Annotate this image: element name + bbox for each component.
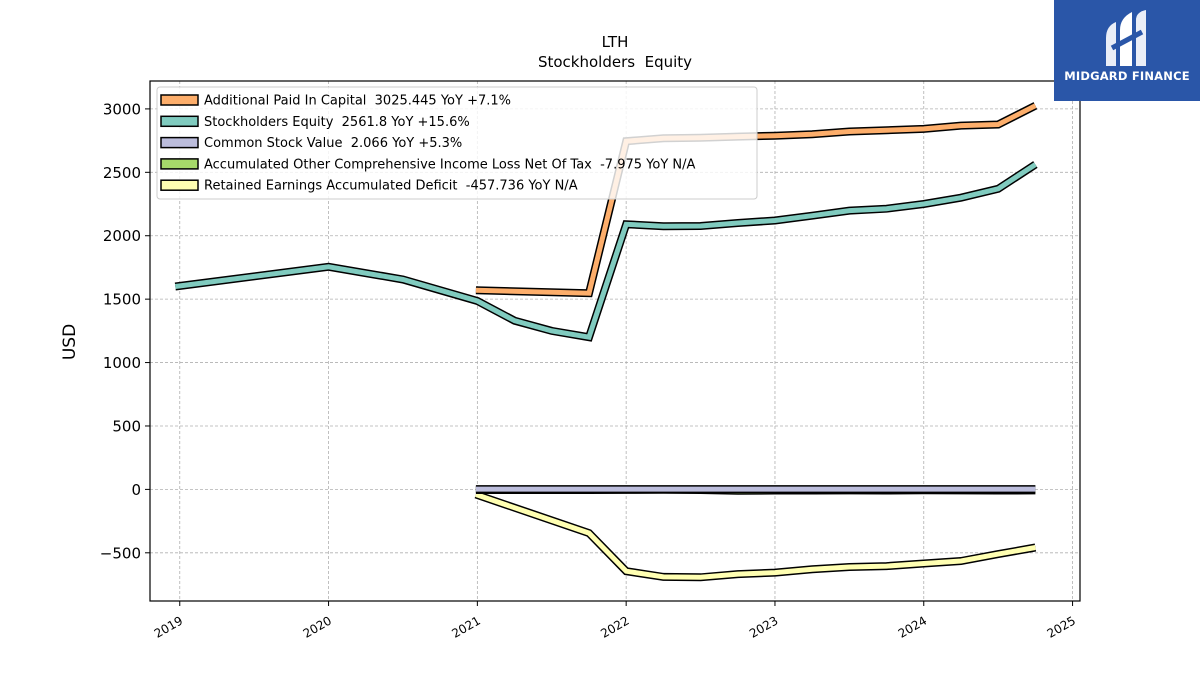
plot-frame bbox=[149, 80, 1081, 602]
x-tick-label-4: 2023 bbox=[747, 613, 780, 640]
y-tick-label-4: 1500 bbox=[103, 291, 141, 309]
legend-label-0: Additional Paid In Capital 3025.445 YoY … bbox=[204, 94, 511, 109]
legend-label-1: Stockholders Equity 2561.8 YoY +15.6% bbox=[204, 115, 470, 130]
y-tick-label-1: 0 bbox=[131, 481, 141, 499]
x-axis-ticks: 2019 2020 2021 2022 2023 2024 2025 bbox=[152, 601, 1078, 641]
x-tick-label-3: 2022 bbox=[598, 613, 631, 640]
logo-wordmark: MIDGARD FINANCE bbox=[1064, 69, 1190, 83]
x-tick-label-1: 2020 bbox=[301, 613, 334, 640]
x-tick-label-2: 2021 bbox=[449, 613, 482, 640]
legend-swatch-3 bbox=[160, 158, 199, 170]
logo-mark-icon bbox=[1106, 10, 1146, 66]
y-axis-label: USD bbox=[60, 324, 80, 360]
series-1 bbox=[174, 161, 1038, 342]
legend-swatch-2 bbox=[160, 136, 199, 149]
y-tick-label-6: 2500 bbox=[103, 164, 141, 182]
y-axis-ticks: −500 0 500 1000 1500 2000 2500 3000 bbox=[100, 100, 150, 562]
legend-label-3: Accumulated Other Comprehensive Income L… bbox=[204, 157, 695, 172]
x-tick-label-0: 2019 bbox=[152, 613, 185, 640]
legend-label-4: Retained Earnings Accumulated Deficit -4… bbox=[204, 179, 578, 194]
series-lines bbox=[174, 102, 1038, 582]
legend-label-2: Common Stock Value 2.066 YoY +5.3% bbox=[204, 136, 462, 151]
x-tick-label-5: 2024 bbox=[896, 613, 929, 640]
y-tick-label-5: 2000 bbox=[103, 227, 141, 245]
legend: Additional Paid In Capital 3025.445 YoY … bbox=[156, 86, 758, 200]
y-tick-label-0: −500 bbox=[100, 544, 141, 562]
y-tick-label-3: 1000 bbox=[103, 354, 141, 372]
series-line-1 bbox=[174, 162, 1037, 341]
legend-swatch-0 bbox=[160, 94, 199, 106]
chart-title: LTH bbox=[602, 33, 629, 51]
legend-swatch-4 bbox=[160, 179, 199, 191]
y-tick-label-2: 500 bbox=[112, 417, 141, 435]
x-tick-label-6: 2025 bbox=[1045, 613, 1078, 640]
series-outline-4 bbox=[474, 490, 1037, 582]
series-line-4 bbox=[475, 492, 1036, 580]
chart-subtitle: Stockholders Equity bbox=[538, 53, 692, 71]
series-4 bbox=[474, 490, 1037, 582]
brand-logo: MIDGARD FINANCE bbox=[1054, 0, 1200, 101]
legend-box bbox=[156, 86, 758, 200]
y-tick-label-7: 3000 bbox=[103, 100, 141, 118]
legend-swatch-1 bbox=[160, 115, 199, 128]
